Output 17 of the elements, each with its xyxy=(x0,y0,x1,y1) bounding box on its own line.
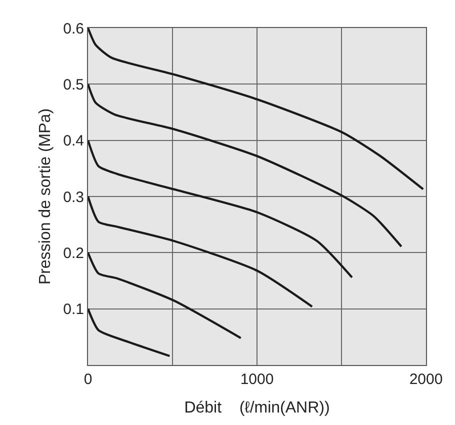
x-tick-label: 1000 xyxy=(240,371,274,388)
line-series xyxy=(88,83,402,248)
line-series xyxy=(88,308,171,358)
x-axis-title: Débit (ℓ/min(ANR)) xyxy=(184,400,330,417)
y-tick-label: 0.6 xyxy=(63,20,84,38)
y-tick-label: 0.2 xyxy=(63,244,84,262)
y-axis-title: Pression de sortie (MPa) xyxy=(37,108,54,285)
line-series xyxy=(88,195,314,308)
y-tick-label: 0.1 xyxy=(63,301,84,318)
x-tick-label: 2000 xyxy=(409,371,443,388)
line-series xyxy=(88,28,424,190)
y-tick-label: 0.5 xyxy=(63,76,84,94)
line-series xyxy=(88,252,242,340)
x-tick-label: 0 xyxy=(84,371,92,388)
y-tick-label: 0.3 xyxy=(63,188,84,206)
y-tick-label: 0.4 xyxy=(63,132,84,150)
line-series xyxy=(88,139,354,278)
